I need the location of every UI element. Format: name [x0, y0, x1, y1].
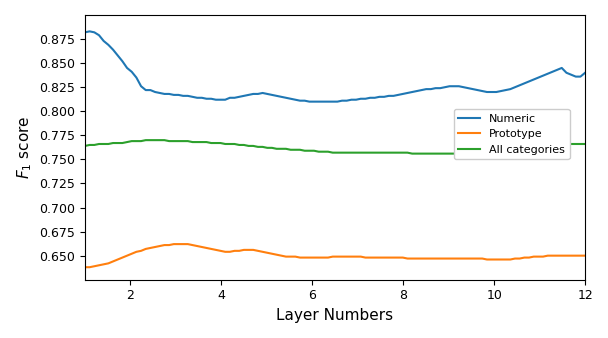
Numeric	[165, 92, 173, 96]
Prototype	[516, 257, 523, 261]
Line: All categories: All categories	[85, 140, 585, 153]
All categories	[488, 151, 496, 155]
All categories	[81, 144, 89, 148]
Numeric	[488, 90, 496, 94]
Numeric	[581, 71, 589, 75]
X-axis label: Layer Numbers: Layer Numbers	[277, 308, 393, 323]
Numeric	[86, 29, 93, 33]
Numeric	[530, 77, 537, 81]
Prototype	[133, 250, 140, 254]
Prototype	[577, 254, 584, 258]
All categories	[142, 138, 150, 142]
All categories	[409, 151, 416, 155]
All categories	[520, 147, 528, 151]
Line: Prototype: Prototype	[85, 244, 585, 267]
Prototype	[170, 242, 178, 246]
Numeric	[520, 81, 528, 86]
All categories	[165, 139, 173, 143]
Prototype	[320, 256, 327, 260]
All categories	[530, 145, 537, 149]
Numeric	[306, 100, 313, 104]
Prototype	[81, 265, 89, 269]
Numeric	[81, 30, 89, 34]
All categories	[320, 150, 327, 154]
Y-axis label: $F_1$ score: $F_1$ score	[15, 116, 33, 179]
Line: Numeric: Numeric	[85, 31, 585, 102]
All categories	[133, 139, 140, 143]
Numeric	[325, 100, 332, 104]
Prototype	[483, 258, 491, 262]
All categories	[581, 142, 589, 146]
Prototype	[161, 243, 168, 247]
Prototype	[581, 254, 589, 258]
Legend: Numeric, Prototype, All categories: Numeric, Prototype, All categories	[454, 109, 570, 159]
Numeric	[137, 84, 145, 88]
